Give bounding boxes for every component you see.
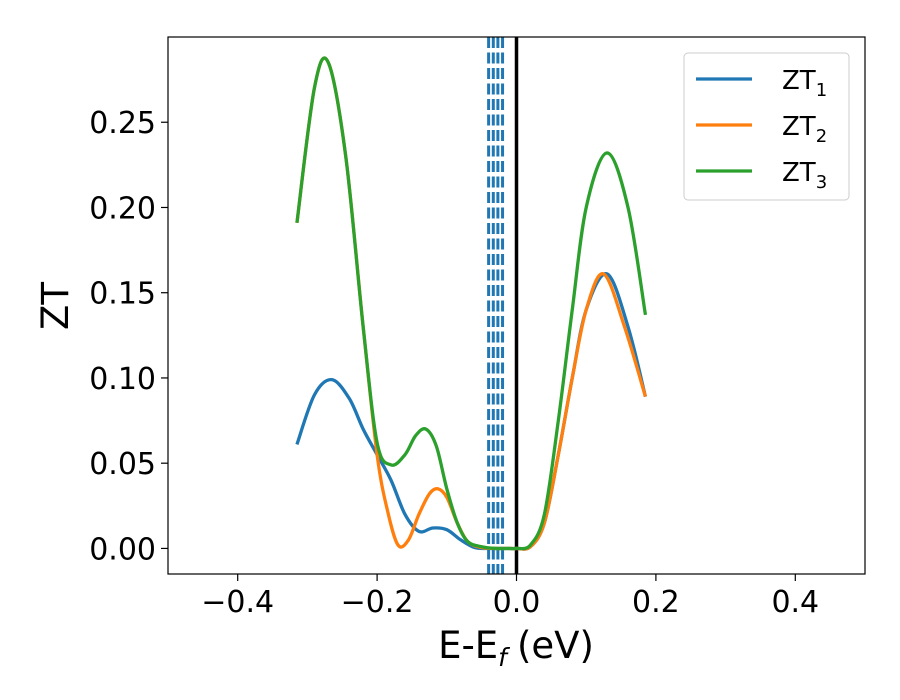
- series-line-1: [295, 272, 648, 551]
- y-axis: 0.00 0.05 0.10 0.15 0.20 0.25: [89, 106, 168, 567]
- x-tick-label: 0.2: [632, 585, 680, 620]
- legend-label-1: ZT1: [782, 66, 827, 101]
- x-axis-title: E-Ef (eV): [438, 624, 594, 672]
- plot-area: [295, 37, 648, 574]
- legend-label-3: ZT3: [782, 158, 827, 193]
- y-tick-label: 0.10: [89, 362, 156, 397]
- y-axis-title: ZT: [34, 282, 77, 330]
- x-tick-label: −0.4: [201, 585, 274, 620]
- x-axis: −0.4 −0.2 0.0 0.2 0.4: [201, 574, 819, 620]
- x-tick-label: −0.2: [341, 585, 414, 620]
- y-tick-label: 0.05: [89, 447, 156, 482]
- legend: ZT1 ZT2 ZT3: [683, 52, 850, 201]
- legend-label-2: ZT2: [782, 112, 827, 147]
- series-line-2: [295, 56, 648, 551]
- series-line-3: [295, 56, 648, 551]
- legend-frame: [683, 52, 850, 201]
- x-tick-label: 0.4: [771, 585, 819, 620]
- y-tick-label: 0.20: [89, 191, 156, 226]
- x-tick-label: 0.0: [493, 585, 541, 620]
- y-tick-label: 0.15: [89, 277, 156, 312]
- y-tick-label: 0.00: [89, 532, 156, 567]
- y-tick-label: 0.25: [89, 106, 156, 141]
